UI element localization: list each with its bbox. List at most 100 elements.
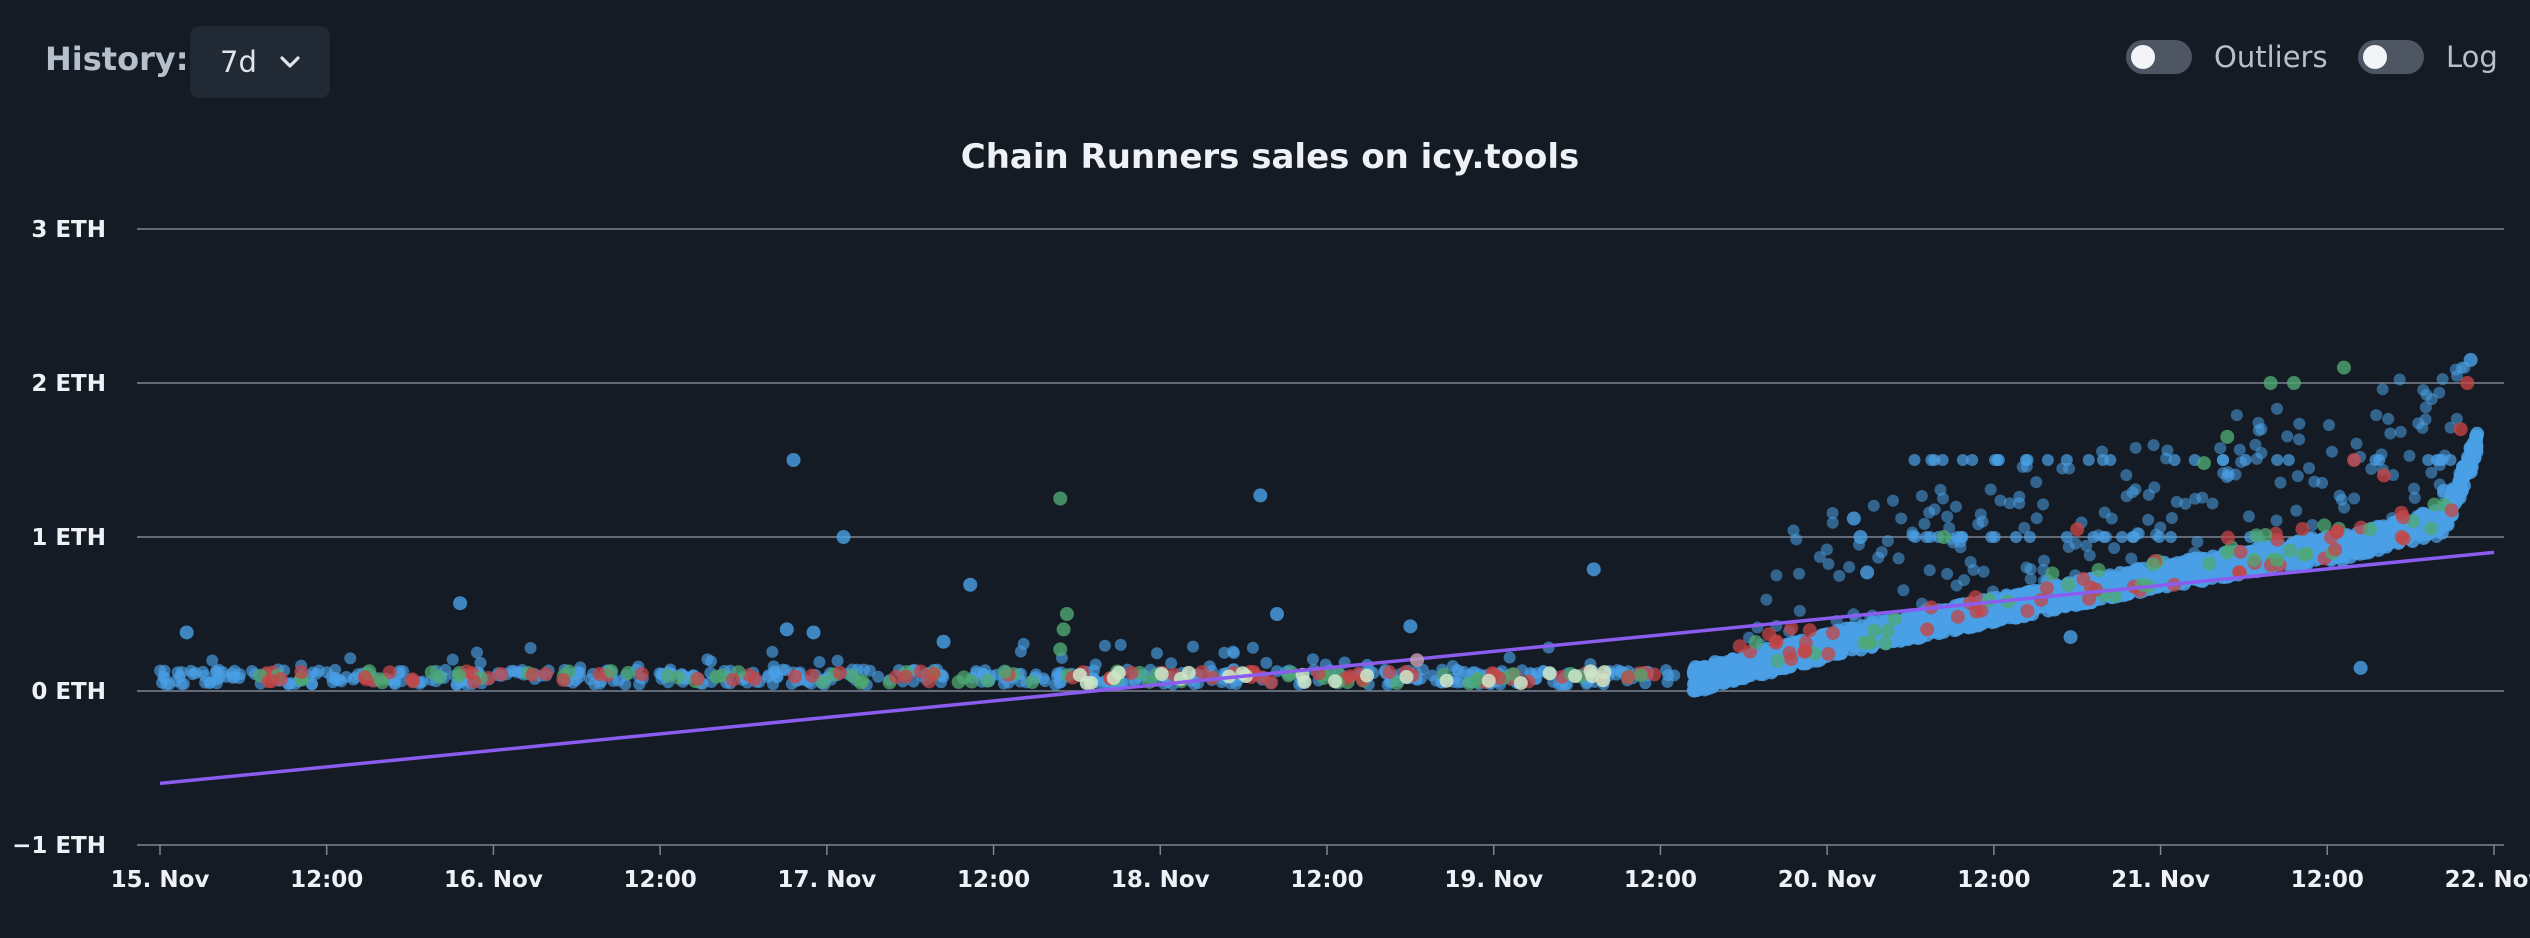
sale-point: [1793, 604, 1806, 617]
sale-point: [2463, 441, 2476, 454]
sale-point: [382, 665, 397, 680]
sale-point: [588, 678, 601, 691]
sale-point: [2045, 566, 2060, 581]
sale-point: [2348, 492, 2361, 505]
sale-point: [1106, 671, 1121, 686]
notable-sale-point: [1920, 622, 1935, 637]
sale-point: [2142, 513, 2155, 526]
sale-point: [1360, 668, 1375, 683]
y-tick-label: 3 ETH: [31, 217, 106, 243]
sale-point: [1114, 638, 1127, 651]
sale-point: [1863, 635, 1878, 650]
sale-point: [2246, 552, 2261, 567]
sale-point: [1585, 669, 1600, 684]
sale-point: [1798, 644, 1813, 659]
sale-point: [446, 653, 459, 666]
x-tick-label: 12:00: [1624, 867, 1697, 893]
x-tick-label: 12:00: [624, 867, 697, 893]
sale-point: [2202, 556, 2217, 571]
sale-point: [189, 666, 202, 679]
sale-point: [1895, 512, 1908, 525]
sale-point: [709, 669, 724, 684]
sale-point: [538, 666, 553, 681]
sale-point: [1306, 653, 1319, 666]
sale-point: [474, 656, 487, 669]
sale-point: [2383, 531, 2396, 543]
sale-point: [2330, 524, 2345, 539]
sale-point: [1087, 664, 1100, 677]
sale-point: [1098, 639, 1111, 652]
sale-point: [1633, 668, 1648, 683]
notable-sale-point: [1410, 653, 1425, 668]
sale-point: [1760, 593, 1773, 606]
sale-point: [1867, 499, 1880, 512]
sale-point: [2394, 505, 2409, 520]
sale-point: [1964, 619, 1979, 634]
sale-point: [2281, 430, 2294, 443]
sale-point: [1992, 608, 2007, 623]
sale-point: [1928, 454, 1941, 466]
sale-point: [2274, 476, 2287, 489]
sale-point: [2214, 442, 2227, 455]
sale-point: [424, 665, 439, 680]
sale-point: [1956, 531, 1969, 543]
sale-point: [1892, 552, 1905, 565]
history-range-select[interactable]: 7d: [190, 26, 330, 98]
sale-point: [1909, 531, 1922, 543]
sale-point: [2120, 469, 2133, 482]
sale-point: [2009, 531, 2022, 543]
sale-point: [2024, 563, 2037, 576]
sale-point: [2196, 491, 2209, 504]
sale-point: [2323, 419, 2336, 432]
sale-point: [2328, 542, 2343, 557]
notable-sale-point: [2063, 630, 2078, 645]
sale-point: [2153, 531, 2166, 543]
sale-point: [2338, 501, 2351, 514]
notable-sale-point: [806, 625, 821, 640]
sale-point: [2003, 497, 2016, 510]
notable-sale-point: [1269, 607, 1284, 621]
sale-point: [525, 667, 540, 682]
sale-point: [2271, 454, 2284, 466]
sale-point: [813, 656, 826, 669]
sale-point: [1878, 636, 1893, 651]
notable-sale-point: [1936, 530, 1951, 544]
sale-point: [1900, 631, 1915, 646]
sale-point: [2204, 570, 2219, 585]
x-tick-label: 21. Nov: [2111, 867, 2210, 893]
sale-point: [2413, 525, 2428, 540]
notable-sale-point: [1846, 511, 1861, 526]
x-tick-label: 20. Nov: [1778, 867, 1877, 893]
trend-line: [159, 550, 2495, 786]
x-tick-label: 12:00: [957, 867, 1030, 893]
sale-point: [2030, 512, 2043, 525]
sale-point: [2030, 476, 2043, 489]
outliers-toggle[interactable]: [2126, 40, 2192, 74]
sale-point: [1923, 506, 1936, 519]
sale-point: [2165, 511, 2178, 524]
sale-point: [2080, 539, 2093, 552]
sale-point: [1439, 673, 1454, 688]
sale-point: [1328, 674, 1343, 689]
sale-point: [198, 669, 211, 682]
log-scale-toggle[interactable]: [2358, 40, 2424, 74]
sale-point: [494, 667, 509, 682]
sale-point: [2261, 542, 2274, 555]
sale-point: [1503, 651, 1516, 664]
history-label: History:: [45, 40, 189, 78]
sale-point: [1017, 637, 1030, 650]
sale-point: [1124, 665, 1139, 680]
y-tick-label: −1 ETH: [12, 833, 106, 859]
sale-point: [1924, 531, 1937, 543]
sale-point: [1426, 669, 1439, 682]
sale-point: [2456, 463, 2471, 478]
sale-point: [2233, 544, 2248, 559]
y-axis-ticks: 3 ETH 2 ETH 1 ETH 0 ETH −1 ETH: [12, 217, 106, 859]
sale-point: [690, 671, 705, 686]
sale-point: [2116, 531, 2129, 543]
sale-point: [2126, 531, 2139, 543]
sale-point: [347, 673, 360, 686]
sale-point: [2420, 388, 2433, 401]
sale-point: [2450, 412, 2463, 425]
